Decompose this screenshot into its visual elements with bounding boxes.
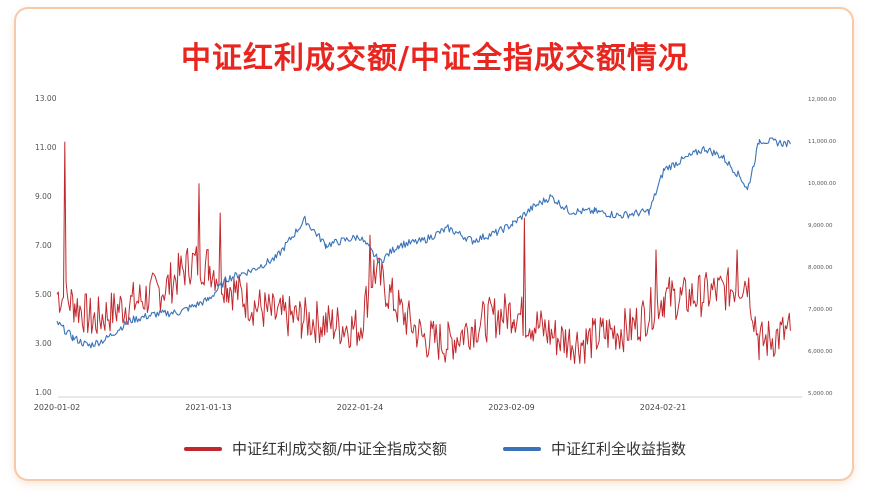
x-tick-label: 2020-01-02 bbox=[34, 403, 81, 412]
y-right-tick-label: 8,000.00 bbox=[808, 265, 833, 271]
y-right-tick-label: 10,000.00 bbox=[808, 181, 836, 187]
y-left-tick-label: 11.00 bbox=[35, 143, 57, 152]
y-left-tick-label: 13.00 bbox=[35, 94, 57, 103]
y-left-tick-label: 9.00 bbox=[35, 192, 52, 201]
y-right-tick-label: 11,000.00 bbox=[808, 139, 836, 145]
series-line-ratio bbox=[56, 141, 791, 364]
legend-swatch-ratio bbox=[183, 446, 222, 451]
y-left-tick-label: 5.00 bbox=[35, 290, 52, 299]
y-right-tick-label: 9,000.00 bbox=[808, 223, 833, 229]
x-tick-label: 2023-02-09 bbox=[488, 403, 535, 412]
legend-item-index: 中证红利全收益指数 bbox=[503, 438, 686, 459]
chart-title: 中证红利成交额/中证全指成交额情况 bbox=[181, 41, 689, 76]
series-line-index bbox=[56, 137, 791, 349]
y-left-tick-label: 3.00 bbox=[35, 339, 52, 348]
y-right-tick-label: 12,000.00 bbox=[808, 97, 836, 103]
x-tick-label: 2024-02-21 bbox=[640, 403, 687, 412]
y-right-tick-label: 5,000.00 bbox=[808, 391, 833, 397]
legend-label-index: 中证红利全收益指数 bbox=[551, 440, 687, 458]
legend-item-ratio: 中证红利成交额/中证全指成交额 bbox=[183, 438, 448, 459]
chart-card bbox=[14, 7, 854, 481]
legend: 中证红利成交额/中证全指成交额 中证红利全收益指数 bbox=[0, 438, 870, 459]
y-right-tick-label: 7,000.00 bbox=[808, 307, 833, 313]
legend-label-ratio: 中证红利成交额/中证全指成交额 bbox=[231, 440, 448, 458]
y-right-tick-label: 6,000.00 bbox=[808, 349, 833, 355]
y-left-tick-label: 7.00 bbox=[35, 241, 52, 250]
x-tick-label: 2021-01-13 bbox=[185, 403, 232, 412]
y-left-tick-label: 1.00 bbox=[35, 388, 52, 397]
legend-swatch-index bbox=[503, 446, 542, 451]
x-tick-label: 2022-01-24 bbox=[337, 403, 384, 412]
